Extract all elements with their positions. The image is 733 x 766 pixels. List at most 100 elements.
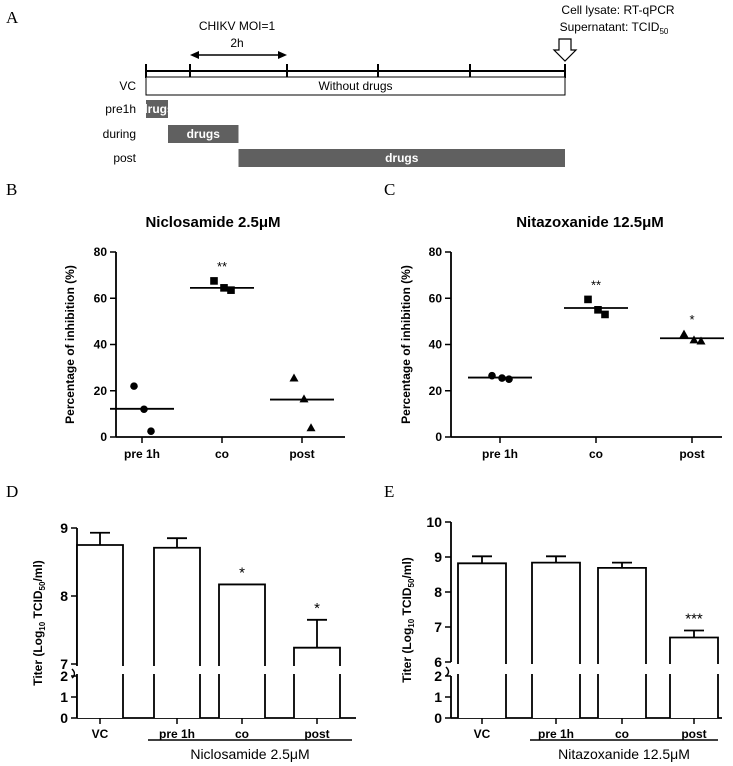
- bar-fill: [458, 563, 506, 718]
- y-tick-label: 20: [429, 384, 443, 398]
- bar-break-gap: [530, 664, 582, 674]
- row-bar-text-post: drugs: [385, 151, 419, 165]
- y-tick-label: 7: [60, 656, 68, 672]
- point-marker: [289, 373, 299, 382]
- x-tick-label: co: [615, 727, 629, 741]
- y-tick-label: 20: [94, 384, 108, 398]
- row-bar-text-VC: Without drugs: [318, 79, 392, 93]
- y-tick-label: 1: [434, 689, 442, 705]
- panel-b-letter: B: [6, 180, 17, 199]
- point-marker: [299, 394, 309, 403]
- axis-break-mark: [71, 668, 76, 679]
- y-tick-label: 8: [60, 588, 68, 604]
- y-tick-label: 40: [94, 338, 108, 352]
- chart-title: Nitazoxanide 12.5μM: [516, 214, 664, 231]
- span-arrow: [190, 51, 287, 59]
- x-tick-label: pre 1h: [482, 447, 518, 461]
- bar-fill: [154, 547, 200, 718]
- bar: [218, 583, 266, 718]
- point-marker: [679, 329, 689, 338]
- readout-line1: Cell lysate: RT-qPCR: [561, 3, 674, 17]
- x-tick-label: co: [215, 447, 229, 461]
- y-tick-label: 40: [429, 338, 443, 352]
- significance-label: **: [591, 277, 601, 292]
- row-bar-VC: [145, 76, 566, 96]
- row-bar-during: [168, 125, 239, 143]
- bar-fill: [532, 562, 580, 718]
- bar-break-gap: [292, 666, 342, 674]
- x-tick-label: VC: [474, 727, 491, 741]
- x-tick-label: co: [235, 727, 249, 741]
- y-tick-label: 7: [434, 619, 442, 635]
- bar-break-gap: [152, 666, 202, 674]
- y-tick-label: 2: [434, 668, 442, 684]
- span-label: 2h: [230, 36, 243, 50]
- significance-label: *: [689, 312, 694, 327]
- y-tick-label: 10: [426, 514, 442, 530]
- y-axis-label: Titer (Log10 TCID50/ml): [31, 560, 47, 686]
- bar-break-gap: [456, 664, 508, 674]
- y-tick-label: 9: [434, 549, 442, 565]
- significance-label: *: [239, 564, 245, 581]
- row-bar-text-during: drugs: [187, 127, 221, 141]
- y-tick-label: 6: [434, 654, 442, 670]
- y-tick-label: 0: [434, 710, 442, 726]
- point-marker: [147, 427, 155, 436]
- significance-label: **: [217, 259, 227, 274]
- x-tick-label: post: [304, 727, 329, 741]
- bar-fill: [670, 637, 718, 718]
- point-marker: [130, 382, 138, 390]
- y-tick-label: 60: [429, 291, 443, 305]
- panel-d-letter: D: [6, 482, 18, 501]
- down-arrow-icon: [552, 38, 578, 62]
- x-tick-label: post: [679, 447, 704, 461]
- point-marker: [584, 295, 592, 304]
- x-tick-label: post: [289, 447, 314, 461]
- bar-break-gap: [596, 664, 648, 674]
- point-marker: [210, 277, 218, 285]
- row-bar-pre1h: [146, 100, 168, 118]
- point-marker: [601, 310, 609, 319]
- point-marker: [227, 286, 235, 294]
- row-label-VC: VC: [119, 79, 136, 93]
- readout-line2: Supernatant: TCID50: [560, 20, 669, 36]
- panel-c-letter: C: [384, 180, 395, 199]
- point-marker: [689, 335, 699, 344]
- row-label-during: during: [103, 127, 136, 141]
- panel-e-chart: Titer (Log10 TCID50/ml) 6 7 8 9 10 0 1 2 VC pre 1h…: [400, 514, 722, 762]
- bar-fill: [219, 584, 265, 718]
- group-label: Nitazoxanide 12.5μM: [558, 746, 690, 762]
- group-label: Niclosamide 2.5μM: [190, 746, 309, 762]
- bar-fill: [598, 567, 646, 718]
- panel-a: A CHIKV MOI=1 2h Cell lysate: RT-qPCR Su…: [6, 3, 675, 167]
- y-tick-label: 1: [60, 689, 68, 705]
- point-marker: [594, 306, 602, 314]
- bar-fill: [77, 545, 123, 718]
- y-tick-label: 9: [60, 520, 68, 536]
- treatment-rows: VC Without drugs pre1h drugs during drugs post…: [103, 76, 566, 167]
- significance-label: ***: [685, 611, 703, 628]
- bar-break-gap: [217, 666, 267, 674]
- y-axis-label: Percentage of inhibition (%): [63, 265, 77, 424]
- y-axis-label: Titer (Log10 TCID50/ml): [400, 557, 416, 683]
- x-tick-label: pre 1h: [124, 447, 160, 461]
- row-bar-text-pre1h: drugs: [140, 102, 174, 116]
- y-tick-label: 0: [100, 430, 107, 444]
- bar-break-gap: [668, 664, 720, 674]
- panel-e-letter: E: [384, 482, 394, 501]
- timeline: [145, 64, 566, 78]
- row-label-pre1h: pre1h: [105, 102, 136, 116]
- row-label-post: post: [113, 151, 136, 165]
- axis-break-mark: [445, 666, 450, 677]
- bar-break-gap: [75, 666, 125, 674]
- y-tick-label: 0: [435, 430, 442, 444]
- moi-label: CHIKV MOI=1: [199, 19, 276, 33]
- y-tick-label: 60: [94, 291, 108, 305]
- bar-fill: [294, 647, 340, 718]
- point-marker: [696, 336, 706, 345]
- x-tick-label: VC: [92, 727, 109, 741]
- point-marker: [505, 375, 513, 383]
- y-tick-label: 2: [60, 668, 68, 684]
- y-tick-label: 80: [429, 245, 443, 259]
